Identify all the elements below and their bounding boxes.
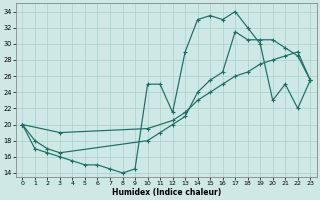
X-axis label: Humidex (Indice chaleur): Humidex (Indice chaleur) (112, 188, 221, 197)
